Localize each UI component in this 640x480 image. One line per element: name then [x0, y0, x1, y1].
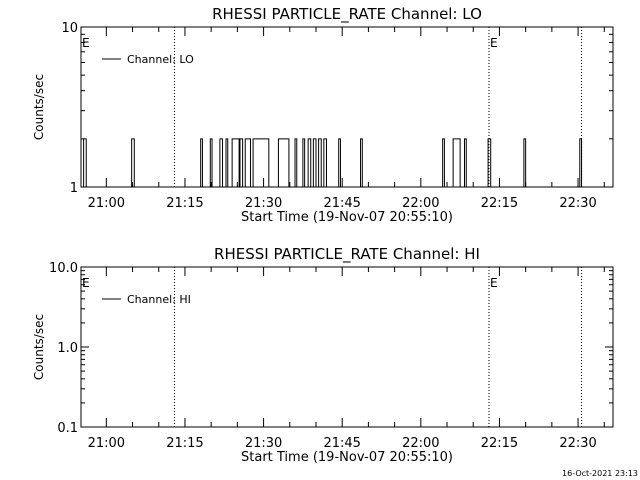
x-tick-label: 21:15 — [166, 436, 203, 451]
x-tick-label: 21:30 — [245, 196, 282, 211]
event-marker-label: E — [82, 276, 90, 290]
rate-spike — [225, 138, 229, 187]
rate-spike — [452, 138, 461, 187]
x-axis-label: Start Time (19-Nov-07 20:55:10) — [241, 450, 453, 465]
x-tick-label: 22:15 — [481, 196, 518, 211]
y-tick-label: 1 — [70, 181, 78, 196]
y-tick-label: 0.1 — [57, 421, 78, 436]
rate-spike — [463, 138, 467, 187]
rate-spike — [131, 138, 135, 187]
plot-frame — [80, 266, 614, 428]
rate-spike — [487, 138, 492, 187]
x-tick-label: 21:45 — [323, 436, 360, 451]
rate-spike — [219, 138, 224, 187]
chart-title: RHESSI PARTICLE_RATE Channel: LO — [212, 5, 482, 24]
x-tick-label: 22:15 — [481, 436, 518, 451]
x-tick-label: 21:45 — [323, 196, 360, 211]
x-axis-label: Start Time (19-Nov-07 20:55:10) — [241, 210, 453, 225]
footer-timestamp: 16-Oct-2021 23:13 — [562, 469, 638, 478]
rate-spike — [318, 138, 322, 187]
x-tick-label: 21:15 — [166, 196, 203, 211]
rate-spike — [442, 138, 445, 187]
rate-spike — [579, 138, 583, 187]
legend-label: Channel: HI — [127, 293, 191, 306]
rate-spike — [200, 138, 203, 187]
x-tick-label: 22:00 — [402, 436, 439, 451]
y-tick-label: 1.0 — [57, 341, 78, 356]
y-axis-label: Counts/sec — [32, 314, 46, 380]
rate-spike — [244, 138, 251, 187]
rate-spike — [312, 138, 317, 187]
plot-frame — [80, 26, 614, 188]
x-tick-label: 21:30 — [245, 436, 282, 451]
x-tick-label: 21:00 — [88, 436, 125, 451]
rate-spike — [209, 138, 213, 187]
x-tick-label: 22:00 — [402, 196, 439, 211]
y-axis-label: Counts/sec — [32, 74, 46, 140]
rate-spike — [83, 138, 87, 187]
x-tick-label: 22:30 — [559, 436, 596, 451]
rate-spike — [360, 138, 363, 187]
event-marker-label: E — [82, 36, 90, 50]
rate-spike — [231, 138, 240, 187]
legend-label: Channel: LO — [127, 53, 194, 66]
y-tick-label: 10 — [61, 21, 78, 36]
rate-spike — [239, 138, 244, 187]
rate-spike — [252, 138, 270, 187]
x-tick-label: 22:30 — [559, 196, 596, 211]
rate-spike — [307, 138, 312, 187]
rate-spike — [523, 138, 527, 187]
event-marker-label: E — [490, 36, 498, 50]
rate-spike — [338, 138, 341, 187]
chart-title: RHESSI PARTICLE_RATE Channel: HI — [214, 245, 480, 264]
rate-spike — [294, 138, 298, 187]
x-tick-label: 21:00 — [88, 196, 125, 211]
y-tick-label: 10.0 — [49, 261, 78, 276]
rate-spike — [302, 138, 306, 187]
event-marker-label: E — [490, 276, 498, 290]
rate-spike — [323, 138, 327, 187]
rate-spike — [277, 138, 290, 187]
